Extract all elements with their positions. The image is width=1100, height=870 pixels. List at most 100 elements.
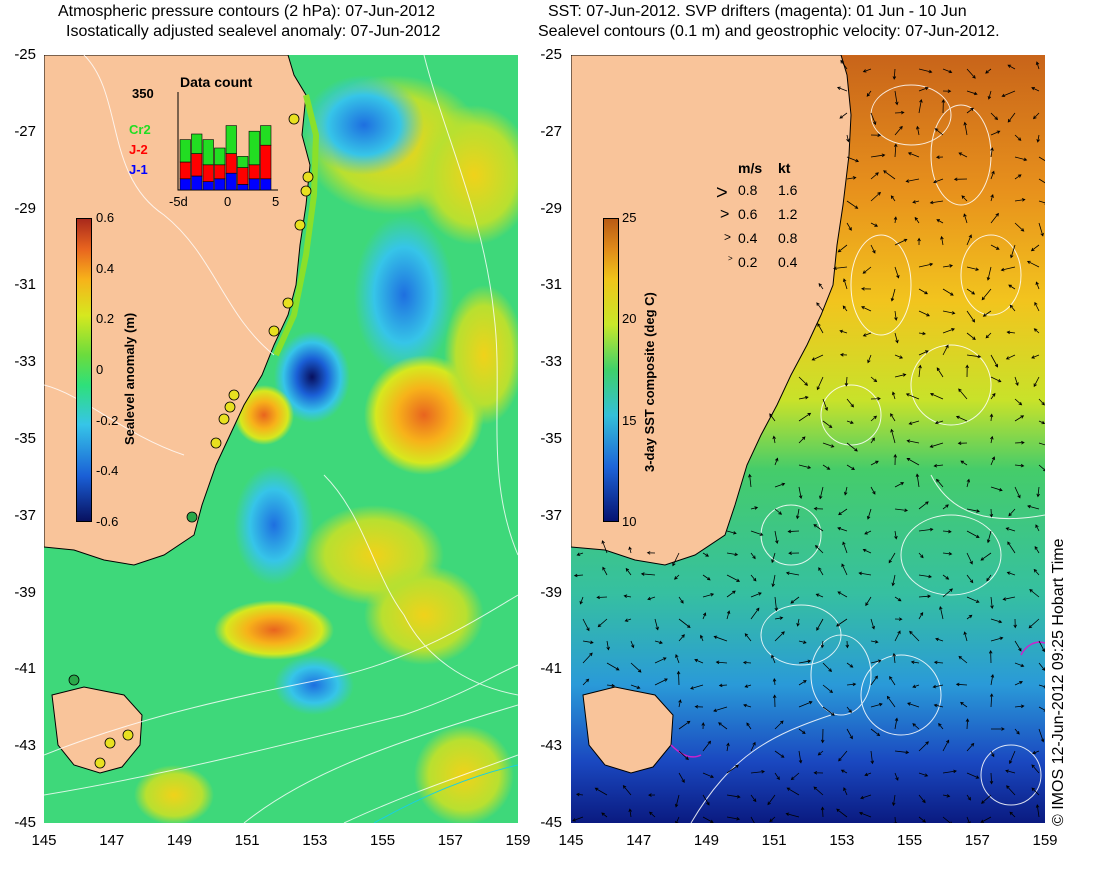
tasmania-landmass xyxy=(51,686,143,774)
velocity-arrow xyxy=(963,121,968,136)
sla-colorbar xyxy=(76,218,92,522)
velocity-arrow xyxy=(942,68,953,74)
velocity-arrow xyxy=(936,219,944,224)
velocity-arrow xyxy=(576,552,584,556)
velocity-arrow xyxy=(846,706,852,714)
velocity-arrow xyxy=(817,750,824,756)
velocity-arrow xyxy=(942,288,954,296)
left-ytick-label: -43 xyxy=(14,737,36,755)
velocity-arrow xyxy=(1034,301,1040,312)
velocity-arrow xyxy=(702,552,710,557)
velocity-arrow xyxy=(1031,787,1040,796)
velocity-arrow xyxy=(702,816,714,823)
velocity-arrow xyxy=(819,486,824,500)
velocity-arrow xyxy=(966,310,976,323)
velocity-arrow xyxy=(1013,618,1017,629)
sla-colorbar-tick: 0 xyxy=(96,362,104,377)
velocity-legend-header-kt: kt xyxy=(778,160,791,176)
velocity-arrow xyxy=(1032,112,1040,120)
velocity-arrow xyxy=(961,195,968,202)
left-xtick-label: 151 xyxy=(234,832,260,849)
velocity-arrow xyxy=(1038,200,1045,205)
velocity-arrow xyxy=(918,68,933,74)
velocity-arrow xyxy=(701,722,705,730)
velocity-arrow xyxy=(942,816,952,823)
velocity-arrow xyxy=(1038,706,1045,712)
velocity-arrow xyxy=(839,112,848,119)
velocity-arrow xyxy=(914,216,920,224)
velocity-arrow xyxy=(953,177,968,182)
velocity-arrow xyxy=(870,437,875,444)
velocity-arrow xyxy=(894,332,899,344)
velocity-arrow xyxy=(861,287,872,291)
velocity-arrow xyxy=(676,670,681,686)
velocity-arrow xyxy=(932,684,944,689)
velocity-arrow xyxy=(965,364,969,378)
left-ytick-label: -39 xyxy=(14,583,36,601)
velocity-arrow xyxy=(918,364,922,378)
velocity-arrow xyxy=(907,702,920,708)
inset-bar-cr2 xyxy=(237,156,249,168)
velocity-arrow xyxy=(654,640,663,645)
velocity-arrow xyxy=(726,574,741,582)
velocity-arrow xyxy=(1009,811,1016,818)
velocity-arrow xyxy=(844,376,849,387)
velocity-arrow xyxy=(726,530,737,535)
velocity-arrow xyxy=(726,610,731,620)
velocity-arrow xyxy=(769,816,776,823)
right-title-line1: SST: 07-Jun-2012. SVP drifters (magenta)… xyxy=(548,3,967,20)
velocity-arrow xyxy=(1038,662,1045,671)
velocity-arrow xyxy=(678,720,691,730)
velocity-arrow xyxy=(606,640,610,651)
velocity-arrow xyxy=(1035,804,1040,818)
velocity-arrow xyxy=(990,376,1002,383)
right-ytick-label: -29 xyxy=(540,199,562,217)
velocity-arrow xyxy=(798,750,803,764)
inset-bar-j2 xyxy=(248,164,260,180)
velocity-arrow xyxy=(798,412,812,422)
left-xtick-label: 155 xyxy=(370,832,396,849)
velocity-arrow xyxy=(795,508,800,520)
inset-xtick-2: 5 xyxy=(272,194,280,209)
velocity-arrow xyxy=(966,478,971,488)
velocity-arrow xyxy=(918,288,929,295)
left-title-line1: Atmospheric pressure contours (2 hPa): 0… xyxy=(58,3,436,20)
velocity-arrow xyxy=(905,178,920,183)
velocity-arrow xyxy=(894,373,907,378)
velocity-arrow xyxy=(1038,442,1045,446)
inset-bar-j2 xyxy=(214,164,226,180)
velocity-arrow xyxy=(894,125,903,136)
velocity-legend-arrow-icon: > xyxy=(720,206,730,223)
velocity-arrow xyxy=(981,794,992,804)
velocity-arrow xyxy=(933,178,944,184)
velocity-arrow xyxy=(771,574,776,588)
velocity-arrow xyxy=(1033,328,1040,334)
velocity-arrow xyxy=(813,786,824,796)
velocity-arrow xyxy=(702,740,712,752)
velocity-arrow xyxy=(798,436,806,444)
velocity-arrow xyxy=(597,618,608,628)
velocity-arrow xyxy=(955,682,968,687)
left-ytick-label: -29 xyxy=(14,199,36,217)
velocity-arrow xyxy=(1032,750,1040,755)
velocity-arrow xyxy=(798,640,807,644)
velocity-arrow xyxy=(966,288,976,295)
velocity-arrow xyxy=(774,482,786,488)
data-count-inset xyxy=(177,92,278,191)
sst-colorbar-tick: 25 xyxy=(622,210,637,225)
velocity-arrow xyxy=(894,772,899,781)
velocity-arrow xyxy=(678,596,684,604)
velocity-arrow xyxy=(942,551,953,556)
velocity-arrow xyxy=(774,772,780,781)
velocity-arrow xyxy=(958,655,968,664)
velocity-arrow xyxy=(594,787,608,796)
velocity-arrow xyxy=(822,420,833,429)
velocity-arrow xyxy=(912,200,920,204)
velocity-arrow xyxy=(742,660,752,665)
left-ytick-label: -31 xyxy=(14,276,36,294)
velocity-arrow xyxy=(798,680,807,686)
velocity-arrow xyxy=(623,594,632,598)
velocity-arrow xyxy=(870,640,879,644)
velocity-arrow xyxy=(630,662,642,673)
velocity-arrow xyxy=(1038,640,1045,653)
